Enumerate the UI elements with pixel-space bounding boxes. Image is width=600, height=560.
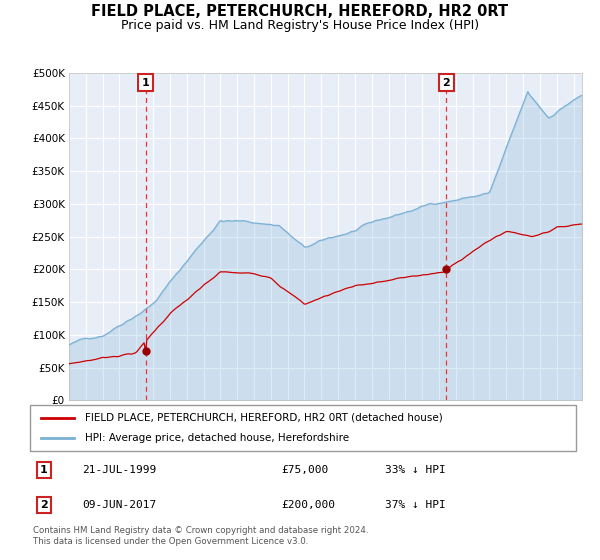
Text: FIELD PLACE, PETERCHURCH, HEREFORD, HR2 0RT (detached house): FIELD PLACE, PETERCHURCH, HEREFORD, HR2 … <box>85 413 442 423</box>
Text: 2: 2 <box>40 500 47 510</box>
Text: £200,000: £200,000 <box>281 500 335 510</box>
Text: 37% ↓ HPI: 37% ↓ HPI <box>385 500 446 510</box>
Text: 2: 2 <box>443 78 451 88</box>
Text: FIELD PLACE, PETERCHURCH, HEREFORD, HR2 0RT: FIELD PLACE, PETERCHURCH, HEREFORD, HR2 … <box>91 4 509 20</box>
Text: HPI: Average price, detached house, Herefordshire: HPI: Average price, detached house, Here… <box>85 433 349 443</box>
Text: 1: 1 <box>40 465 47 475</box>
Text: 21-JUL-1999: 21-JUL-1999 <box>82 465 156 475</box>
Text: Contains HM Land Registry data © Crown copyright and database right 2024.
This d: Contains HM Land Registry data © Crown c… <box>33 526 368 546</box>
Text: Price paid vs. HM Land Registry's House Price Index (HPI): Price paid vs. HM Land Registry's House … <box>121 19 479 32</box>
Text: £75,000: £75,000 <box>281 465 328 475</box>
Text: 1: 1 <box>142 78 149 88</box>
Text: 09-JUN-2017: 09-JUN-2017 <box>82 500 156 510</box>
Text: 33% ↓ HPI: 33% ↓ HPI <box>385 465 446 475</box>
FancyBboxPatch shape <box>30 405 576 451</box>
